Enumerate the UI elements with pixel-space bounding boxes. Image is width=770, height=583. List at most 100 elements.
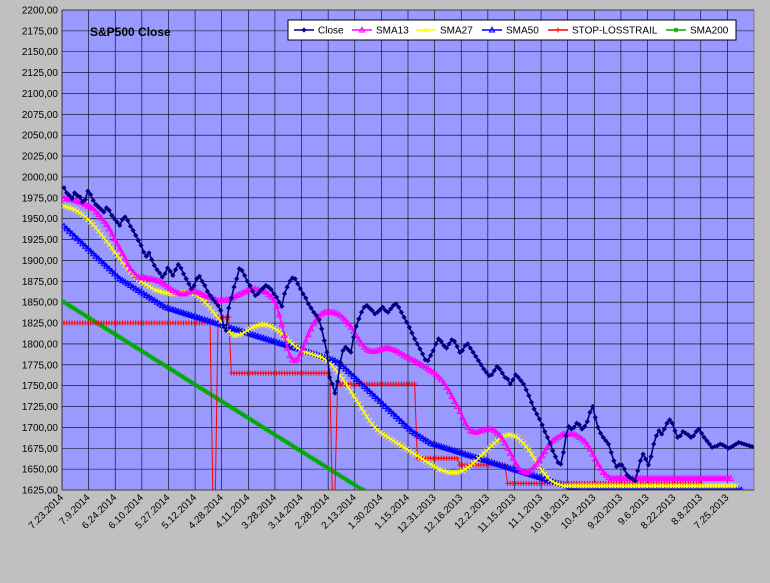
- data-point: [124, 260, 132, 268]
- data-point: [239, 267, 245, 274]
- data-point: [88, 316, 94, 322]
- data-point: [345, 384, 351, 390]
- data-point: [104, 326, 110, 332]
- data-point: [149, 354, 155, 360]
- data-point: [141, 349, 147, 355]
- data-point: [390, 438, 397, 444]
- data-point: [475, 358, 481, 364]
- data-point: [279, 436, 285, 442]
- data-point: [340, 347, 346, 354]
- data-point: [347, 323, 355, 330]
- data-point: [194, 383, 200, 389]
- data-point: [169, 286, 177, 293]
- data-point: [544, 443, 551, 450]
- data-point: [462, 466, 468, 472]
- data-point: [297, 286, 304, 292]
- data-point: [154, 267, 160, 273]
- data-point: [573, 431, 581, 439]
- data-point: [571, 424, 577, 430]
- data-point: [361, 409, 367, 416]
- data-point: [344, 367, 352, 374]
- data-point: [162, 363, 168, 369]
- data-point: [305, 301, 311, 307]
- data-point: [536, 463, 543, 470]
- data-point: [420, 351, 426, 357]
- data-point: [589, 450, 597, 457]
- data-point: [568, 426, 574, 432]
- data-point: [65, 227, 73, 234]
- data-point: [342, 365, 350, 372]
- data-point: [673, 27, 679, 33]
- data-point: [583, 441, 591, 448]
- data-point: [397, 417, 405, 425]
- data-point: [494, 438, 500, 444]
- data-point: [133, 232, 139, 238]
- data-point: [85, 314, 91, 320]
- data-point: [319, 354, 325, 360]
- data-point: [461, 419, 469, 426]
- data-point: [106, 328, 112, 334]
- data-point: [350, 334, 357, 340]
- data-point: [584, 418, 590, 425]
- data-point: [411, 451, 418, 457]
- data-point: [130, 227, 136, 233]
- data-point: [68, 229, 76, 237]
- data-point: [343, 476, 349, 482]
- data-point: [295, 446, 301, 452]
- data-point: [502, 374, 508, 380]
- data-point: [97, 214, 105, 221]
- data-point: [752, 445, 754, 450]
- data-point: [210, 487, 216, 490]
- data-point: [388, 306, 394, 312]
- data-point: [591, 455, 599, 462]
- data-point: [268, 429, 274, 435]
- data-point: [355, 377, 363, 384]
- data-point: [308, 305, 314, 311]
- data-point: [491, 368, 497, 374]
- data-point: [146, 353, 152, 359]
- data-point: [380, 304, 386, 310]
- data-point: [459, 347, 466, 354]
- data-point: [82, 313, 88, 319]
- data-point: [340, 376, 346, 382]
- data-point: [278, 320, 286, 328]
- data-point: [296, 350, 304, 357]
- data-point: [632, 478, 638, 484]
- data-point: [416, 360, 424, 367]
- data-point: [281, 331, 288, 339]
- data-point: [105, 224, 113, 232]
- data-point: [127, 341, 133, 347]
- series-sma200: [62, 299, 367, 490]
- data-point: [125, 339, 131, 345]
- data-point: [523, 387, 529, 393]
- data-point: [342, 316, 350, 324]
- data-point: [151, 262, 157, 269]
- data-point: [441, 342, 447, 349]
- data-point: [292, 444, 298, 450]
- data-point: [714, 443, 721, 449]
- y-tick-label: 1700,00: [22, 423, 59, 434]
- data-point: [175, 262, 181, 268]
- data-point: [356, 401, 362, 407]
- data-point: [111, 269, 118, 277]
- data-point: [712, 443, 718, 450]
- data-point: [199, 386, 205, 392]
- data-point: [478, 362, 484, 368]
- data-point: [137, 288, 145, 295]
- data-point: [268, 323, 274, 330]
- data-point: [252, 292, 258, 299]
- data-point: [360, 343, 368, 350]
- data-point: [381, 402, 389, 410]
- data-point: [132, 271, 140, 278]
- data-point: [549, 436, 557, 444]
- data-point: [353, 323, 359, 329]
- y-tick-label: 1675,00: [22, 444, 59, 455]
- data-point: [603, 438, 609, 444]
- data-point: [587, 409, 593, 415]
- data-point: [164, 283, 172, 290]
- data-point: [433, 464, 439, 471]
- y-tick-label: 2150,00: [22, 47, 59, 58]
- y-tick-label: 2125,00: [22, 68, 59, 79]
- data-point: [142, 291, 150, 298]
- data-point: [515, 374, 521, 380]
